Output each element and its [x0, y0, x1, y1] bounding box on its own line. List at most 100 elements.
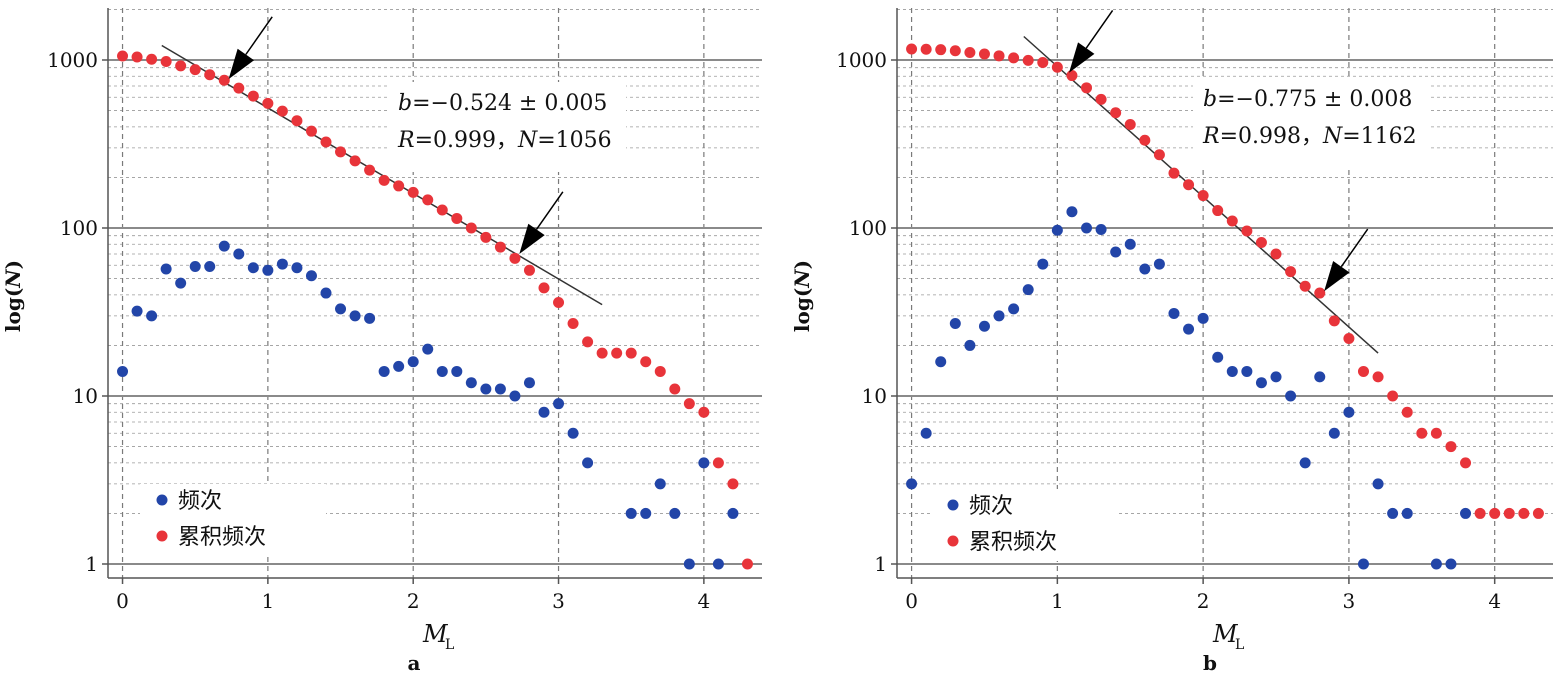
frequency-point [993, 310, 1005, 322]
annotation-box [1193, 78, 1431, 168]
cumulative-point [978, 48, 990, 60]
frequency-point [451, 365, 463, 377]
cumulative-point [1430, 427, 1442, 439]
frequency-point [538, 406, 550, 418]
cumulative-point [1518, 507, 1530, 519]
legend-label: 累积频次 [969, 530, 1057, 555]
y-tick-label: 1000 [836, 48, 887, 72]
frequency-point [1139, 263, 1151, 275]
legend-label: 频次 [178, 489, 222, 514]
frequency-point [407, 356, 419, 368]
cumulative-point [1153, 149, 1165, 161]
frequency-point [465, 377, 477, 389]
cumulative-point [1255, 236, 1267, 248]
frequency-point [1168, 307, 1180, 319]
arrow-head [1324, 260, 1350, 292]
cumulative-point [1474, 507, 1486, 519]
frequency-point [949, 318, 961, 330]
cumulative-point [262, 97, 274, 109]
cumulative-point [1416, 427, 1428, 439]
cumulative-point [1489, 507, 1501, 519]
frequency-point [1153, 258, 1165, 270]
r-n-annotation: R=0.999，N=1056 [397, 128, 612, 153]
cumulative-point [1241, 225, 1253, 237]
cumulative-point [291, 115, 303, 127]
annotation-box [388, 82, 626, 172]
cumulative-point [935, 44, 947, 56]
cumulative-point [698, 406, 710, 418]
cumulative-point [582, 336, 594, 348]
frequency-point [1212, 351, 1224, 363]
frequency-point [1226, 365, 1238, 377]
frequency-point [1022, 284, 1034, 296]
frequency-point [1051, 224, 1063, 236]
cumulative-point [1022, 54, 1034, 66]
x-axis-label: M [422, 620, 449, 648]
cumulative-point [596, 347, 608, 359]
frequency-point [436, 365, 448, 377]
frequency-point [1270, 371, 1282, 383]
frequency-point [189, 260, 201, 272]
cumulative-point [1445, 441, 1457, 453]
frequency-point [935, 356, 947, 368]
arrow-shaft [535, 191, 564, 230]
frequency-point [276, 258, 288, 270]
x-tick-label: 3 [1343, 589, 1356, 613]
legend-marker [156, 494, 168, 506]
frequency-point [349, 310, 361, 322]
r-n-annotation: R=0.998，N=1162 [1202, 124, 1417, 149]
cumulative-point [320, 136, 332, 148]
cumulative-point [1357, 365, 1369, 377]
frequency-point [1372, 478, 1384, 490]
cumulative-point [727, 478, 739, 490]
frequency-point [1299, 457, 1311, 469]
frequency-point [964, 339, 976, 351]
frequency-point [247, 262, 259, 274]
legend-label: 频次 [969, 494, 1013, 519]
frequency-point [654, 478, 666, 490]
frequency-point [1387, 507, 1399, 519]
cumulative-point [1212, 205, 1224, 217]
cumulative-point [1532, 507, 1544, 519]
cumulative-point [1299, 280, 1311, 292]
legend-label: 累积频次 [178, 525, 266, 550]
b-value-annotation: b=−0.775 ± 0.008 [1203, 87, 1412, 112]
cumulative-point [1051, 61, 1063, 73]
cumulative-point [1270, 248, 1282, 260]
cumulative-point [305, 125, 317, 137]
x-tick-label: 0 [116, 589, 129, 613]
cumulative-point [1328, 315, 1340, 327]
cumulative-point [993, 50, 1005, 62]
cumulative-point [349, 155, 361, 167]
cumulative-point [683, 398, 695, 410]
x-axis-label-subscript: L [445, 637, 454, 653]
frequency-point [1255, 377, 1267, 389]
frequency-point [683, 558, 695, 570]
frequency-point [1401, 507, 1413, 519]
x-axis-label-subscript: L [1235, 637, 1244, 653]
cumulative-point [422, 194, 434, 206]
cumulative-point [436, 204, 448, 216]
frequency-point [625, 507, 637, 519]
x-tick-label: 2 [407, 589, 420, 613]
cumulative-point [218, 74, 230, 86]
frequency-point [204, 260, 216, 272]
frequency-point [669, 507, 681, 519]
cumulative-point [407, 186, 419, 198]
frequency-point [218, 240, 230, 252]
frequency-point [1460, 507, 1472, 519]
cumulative-point [1226, 215, 1238, 227]
cumulative-point [378, 174, 390, 186]
frequency-point [906, 478, 918, 490]
frequency-point [160, 263, 172, 275]
cumulative-point [451, 212, 463, 224]
cumulative-point [1139, 134, 1151, 146]
frequency-point [1124, 238, 1136, 250]
y-tick-label: 100 [849, 216, 887, 240]
cumulative-point [1401, 406, 1413, 418]
x-tick-label: 4 [697, 589, 710, 613]
cumulative-point [189, 64, 201, 76]
